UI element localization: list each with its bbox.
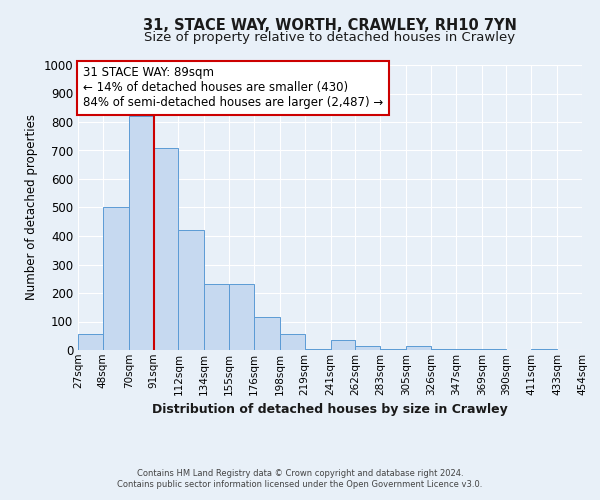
Bar: [280, 334, 305, 350]
Bar: [456, 348, 482, 350]
Text: 31, STACE WAY, WORTH, CRAWLEY, RH10 7YN: 31, STACE WAY, WORTH, CRAWLEY, RH10 7YN: [143, 18, 517, 32]
Bar: [482, 348, 506, 350]
Text: 31 STACE WAY: 89sqm
← 14% of detached houses are smaller (430)
84% of semi-detac: 31 STACE WAY: 89sqm ← 14% of detached ho…: [83, 66, 383, 110]
Bar: [305, 348, 331, 350]
Bar: [331, 340, 355, 350]
Bar: [204, 284, 229, 350]
Bar: [178, 230, 204, 350]
Text: Contains public sector information licensed under the Open Government Licence v3: Contains public sector information licen…: [118, 480, 482, 489]
Bar: [355, 346, 380, 350]
Text: Size of property relative to detached houses in Crawley: Size of property relative to detached ho…: [145, 31, 515, 44]
Y-axis label: Number of detached properties: Number of detached properties: [25, 114, 38, 300]
Text: Contains HM Land Registry data © Crown copyright and database right 2024.: Contains HM Land Registry data © Crown c…: [137, 469, 463, 478]
Bar: [229, 284, 254, 350]
X-axis label: Distribution of detached houses by size in Crawley: Distribution of detached houses by size …: [152, 403, 508, 416]
Bar: [78, 334, 103, 350]
Bar: [431, 348, 456, 350]
Bar: [154, 148, 178, 350]
Bar: [406, 346, 431, 350]
Bar: [531, 348, 557, 350]
Bar: [254, 317, 280, 350]
Bar: [380, 348, 406, 350]
Bar: [103, 208, 129, 350]
Bar: [129, 116, 154, 350]
